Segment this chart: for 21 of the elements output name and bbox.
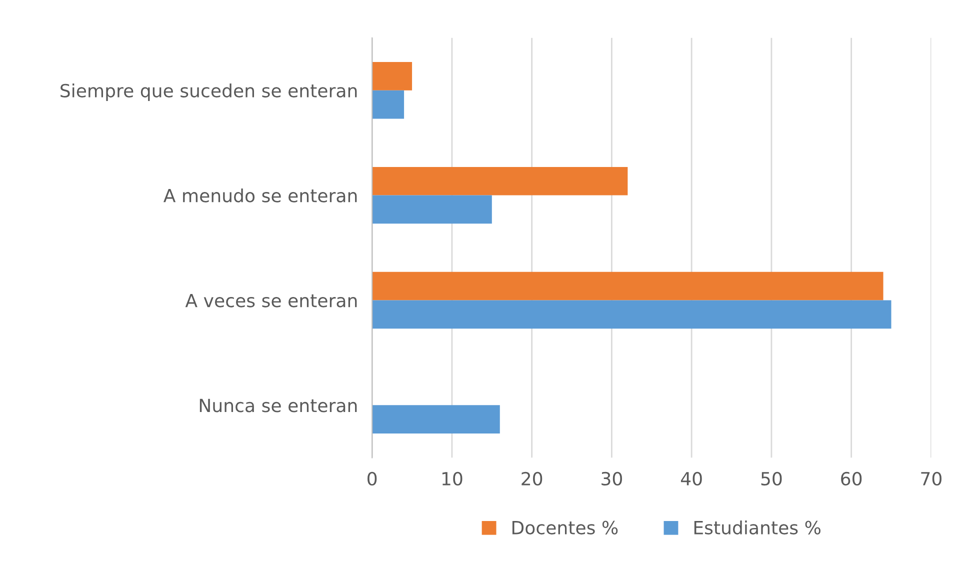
bar xyxy=(372,62,412,90)
bar xyxy=(372,405,500,434)
x-tick-label: 60 xyxy=(841,472,862,486)
bar xyxy=(372,195,492,224)
x-tick-label: 30 xyxy=(602,472,622,486)
legend-label: Estudiantes % xyxy=(694,520,820,534)
y-tick-label: Nunca se enteran xyxy=(200,398,357,412)
y-tick-label: Siempre que suceden se enteran xyxy=(60,84,357,101)
bar xyxy=(372,90,404,119)
x-tick-label: 10 xyxy=(442,472,462,486)
x-tick-label: 40 xyxy=(680,472,702,486)
bar xyxy=(372,166,628,196)
bar xyxy=(372,272,884,300)
y-tick-label: A veces se enteran xyxy=(185,294,357,308)
x-tick-label: 50 xyxy=(761,472,782,486)
y-tick-label: A menudo se enteran xyxy=(164,188,357,202)
x-tick-label: 20 xyxy=(522,472,542,486)
bar xyxy=(372,300,892,329)
x-tick-label: 70 xyxy=(921,472,942,486)
legend-label: Docentes % xyxy=(512,520,618,534)
x-tick-label: 0 xyxy=(368,472,377,486)
